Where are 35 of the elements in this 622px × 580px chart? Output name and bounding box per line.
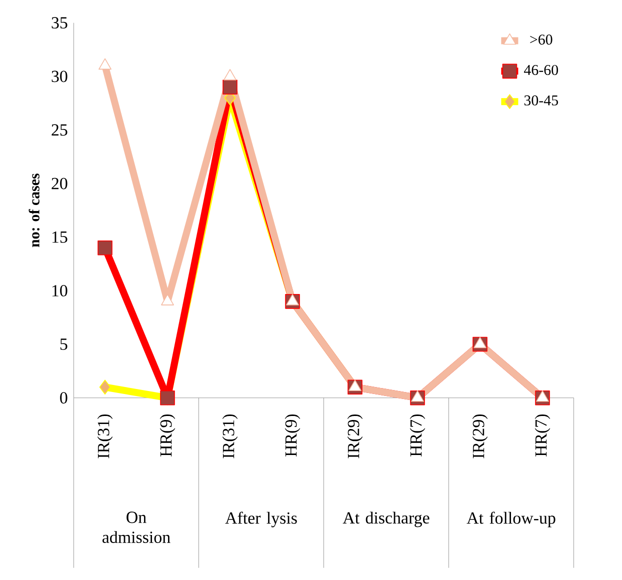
- x-tick-label: IR(29): [472, 414, 488, 458]
- point: [98, 58, 112, 70]
- text: On admission: [102, 512, 170, 543]
- legend-label: 30-45: [524, 95, 558, 106]
- x-tick-label: HR(9): [160, 414, 176, 456]
- y-tick-label: 30: [52, 70, 68, 82]
- x-tick-label: IR(31): [97, 414, 113, 458]
- x-tick-label: HR(9): [284, 414, 300, 456]
- y-tick-label: 35: [52, 17, 68, 29]
- point: [348, 380, 362, 392]
- point: [161, 294, 174, 306]
- y-tick-label: 15: [52, 231, 68, 243]
- point: [474, 336, 486, 348]
- x-tick-label: HR(7): [534, 414, 550, 456]
- text: After lysis: [225, 512, 297, 528]
- point: [536, 390, 549, 402]
- text: At follow-up: [466, 512, 556, 528]
- y-tick-label: 20: [52, 178, 68, 190]
- x-tick-label: IR(31): [222, 414, 238, 458]
- y-tick-label: 0: [60, 392, 68, 404]
- y-tick-label: 10: [52, 284, 68, 296]
- y-axis-title: no: of cases: [28, 174, 40, 248]
- point: [98, 240, 112, 256]
- y-tick-label: 5: [60, 338, 68, 350]
- legend-label: 46-60: [524, 64, 558, 76]
- point: [222, 80, 238, 95]
- x-tick-label: HR(7): [410, 414, 426, 456]
- point: [224, 69, 236, 80]
- legend-label: >60: [530, 34, 552, 45]
- point: [286, 294, 299, 306]
- x-tick-label: IR(29): [347, 414, 363, 458]
- text: At discharge: [342, 512, 430, 528]
- point: [411, 390, 424, 402]
- y-tick-label: 25: [52, 124, 68, 136]
- point: [99, 380, 111, 395]
